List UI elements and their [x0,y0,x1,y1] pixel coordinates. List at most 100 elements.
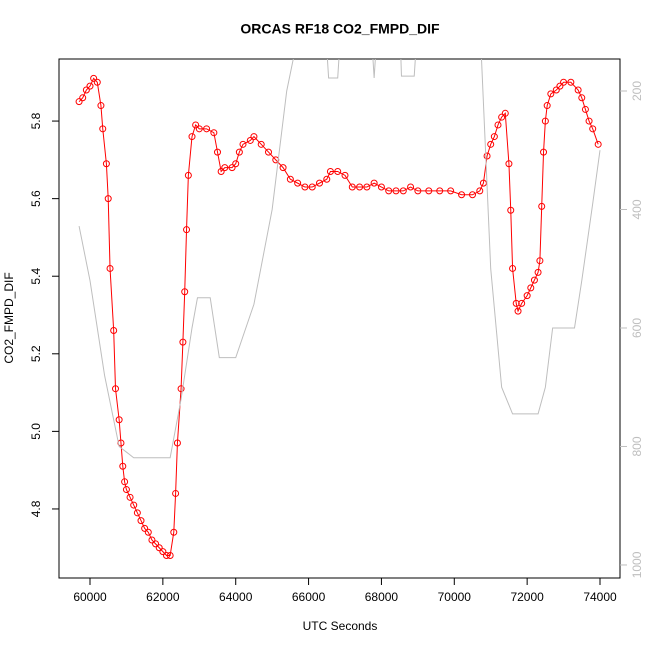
data-point [363,183,371,191]
x-tick-label: 64000 [219,590,253,604]
data-point [585,117,593,125]
data-point [425,187,433,195]
data-point [501,109,509,117]
data-point [523,292,531,300]
data-point [341,171,349,179]
data-point [246,136,254,144]
data-point [159,548,167,556]
data-point [192,121,200,129]
data-point [490,133,498,141]
data-point [181,288,189,296]
series-line [78,77,599,557]
data-point [301,183,309,191]
data-point [487,140,495,148]
data-point [286,175,294,183]
data-point [221,164,229,172]
data-point [436,187,444,195]
y-tick-label: 5.4 [29,268,43,285]
data-point [184,171,192,179]
data-point [447,187,455,195]
data-point [250,133,258,141]
data-point [177,385,185,393]
data-point [469,191,477,199]
data-point [115,416,123,424]
data-point [483,152,491,160]
data-point [130,501,138,509]
data-point [392,187,400,195]
y2-tick-label: 1000 [630,551,644,578]
x-axis-label: UTC Seconds [303,619,378,633]
data-point [172,489,180,497]
data-point [90,74,98,82]
data-point [494,121,502,129]
x-tick-label: 66000 [292,590,326,604]
data-point [348,183,356,191]
data-point [505,160,513,168]
data-point [323,175,331,183]
data-point [122,486,130,494]
data-point [316,179,324,187]
data-point [152,540,160,548]
y-tick-label: 5.8 [29,112,43,129]
y2-tick-label: 200 [630,81,644,101]
data-point [121,478,129,486]
data-point [578,94,586,102]
data-point [104,195,112,203]
data-point [235,148,243,156]
data-point [414,187,422,195]
data-point [126,493,134,501]
data-point [476,187,484,195]
data-point [294,179,302,187]
data-point [110,327,118,335]
data-point [560,78,568,86]
data-point [86,82,94,90]
data-point [540,148,548,156]
data-point [119,462,127,470]
data-point [538,202,546,210]
data-point [195,125,203,133]
data-point [556,82,564,90]
data-point [589,125,597,133]
data-point [507,206,515,214]
data-point [541,117,549,125]
data-point [534,268,542,276]
data-point [133,509,141,517]
data-point [97,102,105,110]
data-point [399,187,407,195]
y2-tick-label: 400 [630,199,644,219]
data-point [514,307,522,315]
data-point [334,167,342,175]
data-point [265,148,273,156]
data-point [594,140,602,148]
x-tick-label: 74000 [583,590,617,604]
y-axis-label: CO2_FMPD_DIF [2,272,16,363]
data-point [214,148,222,156]
data-point [102,160,110,168]
data-point [552,86,560,94]
data-point [458,191,466,199]
x-tick-label: 62000 [146,590,180,604]
y-tick-label: 5.6 [29,190,43,207]
data-point [527,284,535,292]
data-point [479,179,487,187]
data-point [370,179,378,187]
data-point [326,167,334,175]
y2-tick-label: 600 [630,318,644,338]
data-point [239,140,247,148]
data-point [141,524,149,532]
data-point [188,133,196,141]
data-point [385,187,393,195]
data-point [308,183,316,191]
data-point [509,264,517,272]
data-point [257,140,265,148]
data-point [166,552,174,560]
data-point [148,536,156,544]
data-point [163,552,171,560]
x-tick-label: 60000 [73,590,107,604]
y-tick-label: 5.2 [29,345,43,362]
series-line [78,59,601,459]
data-point [79,94,87,102]
data-point [82,86,90,94]
data-point [106,264,114,272]
